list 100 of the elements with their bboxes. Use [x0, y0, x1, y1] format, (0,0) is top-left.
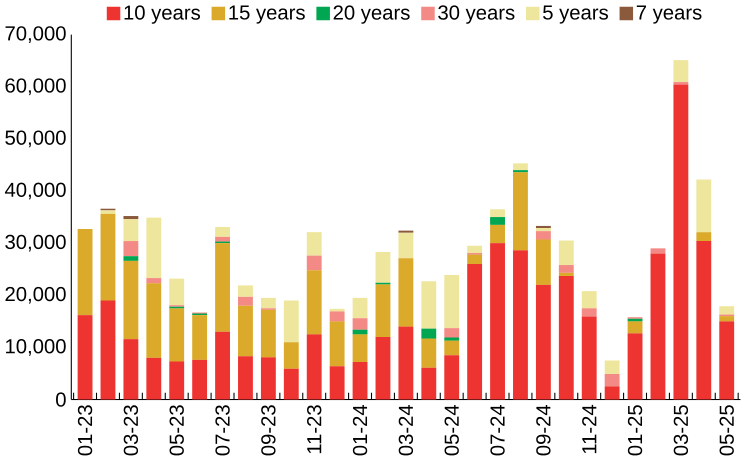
bar — [398, 326, 414, 400]
bar — [352, 334, 368, 362]
bar — [421, 368, 436, 400]
bar — [192, 360, 208, 400]
x-tick-label: 05-25 — [720, 405, 734, 456]
bar — [215, 332, 230, 400]
bar — [78, 315, 92, 400]
x-tick-label: 05-24 — [444, 405, 459, 456]
bar — [215, 243, 230, 332]
bar — [284, 300, 299, 342]
bar — [558, 240, 574, 266]
bar — [421, 328, 436, 339]
bar — [696, 241, 712, 400]
bar — [719, 306, 734, 315]
bar — [398, 258, 414, 327]
bar — [306, 270, 322, 335]
bar — [536, 284, 551, 400]
bar — [444, 328, 460, 338]
bar — [490, 225, 505, 244]
bar — [696, 232, 712, 242]
y-tick-label: 30,000 — [5, 234, 66, 252]
bar — [604, 360, 620, 374]
y-tick-label: 40,000 — [4, 182, 66, 200]
bar — [78, 229, 92, 316]
x-tick-label: 03-25 — [674, 405, 688, 456]
bar — [421, 338, 436, 368]
bar — [490, 243, 505, 400]
bar — [467, 246, 482, 254]
legend-label: 30 years — [438, 6, 514, 24]
bar — [444, 275, 460, 328]
bar — [123, 241, 138, 256]
bar — [238, 296, 253, 306]
x-tick-label: 11-23 — [307, 405, 322, 454]
legend-label: 7 years — [636, 6, 702, 24]
bar — [260, 310, 276, 358]
bar — [673, 82, 688, 85]
bar — [513, 172, 528, 251]
bar — [467, 254, 482, 264]
x-tick-label: 01-25 — [628, 405, 642, 456]
bar — [284, 342, 299, 369]
bar — [100, 210, 116, 214]
bar — [352, 330, 368, 335]
x-tick-label: 09-23 — [261, 405, 276, 456]
bar — [284, 368, 299, 400]
bar — [123, 219, 138, 242]
bar — [306, 256, 322, 270]
bar — [215, 237, 230, 242]
bar — [696, 180, 712, 232]
legend-label: 20 years — [334, 6, 410, 24]
bar — [490, 217, 505, 226]
bar — [628, 333, 642, 400]
bar — [719, 316, 734, 322]
bar — [513, 250, 528, 400]
x-tick-label: 05-23 — [170, 405, 184, 456]
bar — [330, 366, 345, 400]
y-tick-label: 0 — [56, 392, 66, 407]
x-tick-label: 11-24 — [582, 405, 596, 454]
bar — [376, 284, 390, 338]
bar — [330, 312, 345, 322]
x-tick-label: 01-24 — [352, 405, 368, 456]
bar — [536, 240, 551, 285]
bar — [421, 281, 436, 329]
legend-label: 10 years — [124, 6, 200, 24]
bar — [238, 306, 253, 356]
bar — [467, 264, 482, 400]
bar — [169, 308, 184, 362]
bar — [260, 357, 276, 400]
bar — [260, 298, 276, 308]
bar — [238, 286, 253, 297]
bar — [444, 338, 460, 341]
bar — [352, 362, 368, 400]
bar — [536, 231, 551, 240]
bar — [558, 272, 574, 276]
bar — [306, 334, 322, 400]
bar — [673, 60, 688, 82]
bar — [376, 337, 390, 400]
bar — [100, 300, 116, 400]
bar — [123, 339, 138, 400]
bar — [398, 232, 414, 258]
bar — [123, 261, 138, 340]
bar — [100, 214, 116, 301]
y-tick-label: 10,000 — [6, 339, 66, 356]
bar — [146, 218, 162, 278]
bar — [146, 278, 162, 284]
legend-label: 5 years — [543, 6, 608, 24]
bar — [604, 374, 620, 387]
bar — [352, 318, 368, 330]
bar — [238, 356, 253, 400]
bar — [582, 291, 597, 308]
legend-label: 15 years — [229, 6, 305, 24]
bar — [352, 298, 368, 318]
bar — [192, 315, 208, 360]
y-tick-label: 70,000 — [6, 26, 66, 44]
y-tick-label: 50,000 — [5, 130, 66, 148]
bar — [444, 340, 460, 356]
y-tick-label: 60,000 — [6, 78, 66, 96]
bar — [558, 276, 574, 400]
bar — [490, 209, 505, 218]
x-tick-label: 03-23 — [124, 405, 138, 456]
bar — [558, 265, 574, 273]
